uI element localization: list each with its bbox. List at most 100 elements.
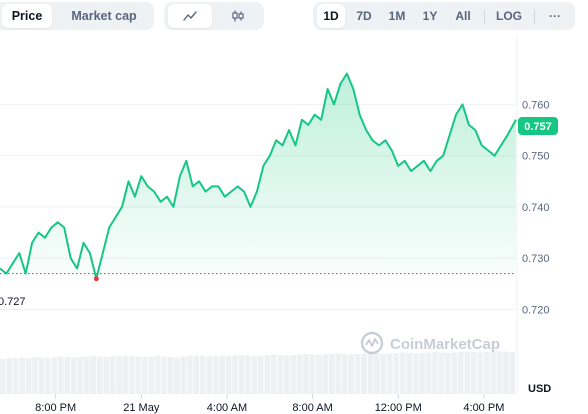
volume-bar xyxy=(457,352,464,394)
timeframe-1y[interactable]: 1Y xyxy=(422,9,438,23)
volume-bar xyxy=(77,357,84,394)
volume-bar xyxy=(399,352,406,394)
x-tick-label: 4:00 AM xyxy=(207,402,247,414)
volume-bar xyxy=(116,356,122,394)
y-axis: 0.720 0.730 0.740 0.750 0.760 xyxy=(522,99,550,316)
volume-bar xyxy=(180,356,187,394)
x-tick-label: 21 May xyxy=(123,402,160,414)
tab-market-cap[interactable]: Market cap xyxy=(71,9,137,23)
toolbar-divider xyxy=(484,10,485,24)
volume-bar xyxy=(406,353,412,394)
volume-bar xyxy=(251,356,258,394)
volume-bar xyxy=(393,353,400,394)
volume-bar xyxy=(264,355,271,394)
timeframe-1d[interactable]: 1D xyxy=(317,4,345,28)
volume-bar xyxy=(0,359,6,394)
volume-bar xyxy=(38,357,45,394)
volume-bar xyxy=(141,357,148,394)
volume-bar xyxy=(245,355,251,394)
volume-bar xyxy=(470,352,477,394)
volume-bar xyxy=(451,352,458,394)
chart-toolbar: Price Market cap 1D 7D 1M 1Y All LOG ··· xyxy=(0,0,588,36)
x-tick-label: 4:00 PM xyxy=(463,402,504,414)
timeframe-7d[interactable]: 7D xyxy=(356,9,372,23)
toolbar-divider xyxy=(534,10,535,24)
volume-bar xyxy=(503,351,509,394)
volume-bar xyxy=(496,351,503,394)
coinmarketcap-logo-icon xyxy=(360,331,384,355)
volume-bar xyxy=(70,357,77,394)
x-tick-label: 8:00 AM xyxy=(292,402,332,414)
timeframe-selector: 1D 7D 1M 1Y All LOG ··· xyxy=(313,2,575,30)
timeframe-all[interactable]: All xyxy=(455,9,471,23)
volume-bar xyxy=(341,354,348,394)
volume-bar xyxy=(483,352,490,394)
volume-bar xyxy=(154,356,161,394)
volume-bar xyxy=(277,355,283,394)
volume-bar xyxy=(206,356,213,394)
volume-bar xyxy=(193,355,200,394)
line-chart-button[interactable] xyxy=(168,4,212,28)
volume-bar xyxy=(25,358,32,394)
line-chart-icon xyxy=(183,11,197,21)
current-price-badge-bg xyxy=(518,117,558,135)
volume-bar xyxy=(490,351,496,394)
chart-type-toggle: Price Market cap xyxy=(0,2,154,30)
volume-bar xyxy=(335,353,342,394)
price-line-series xyxy=(0,72,517,280)
x-axis: 8:00 PM 21 May 4:00 AM 8:00 AM 12:00 PM 4:00 … xyxy=(35,394,504,414)
log-scale-button[interactable]: LOG xyxy=(496,9,522,23)
volume-bar xyxy=(283,355,290,394)
price-area-fill xyxy=(0,73,516,279)
volume-bar xyxy=(103,357,109,394)
volume-bar xyxy=(238,355,245,394)
current-price-badge: 0.757 xyxy=(518,117,558,135)
volume-bar xyxy=(109,356,116,394)
volume-bar xyxy=(122,355,129,394)
tab-price[interactable]: Price xyxy=(2,4,52,28)
volume-bar xyxy=(58,356,64,394)
volume-bar xyxy=(167,357,174,394)
y-tick-label: 0.720 xyxy=(522,304,550,316)
x-tick-label: 12:00 PM xyxy=(375,402,422,414)
volume-bar xyxy=(90,356,96,394)
volume-bar xyxy=(348,354,354,394)
candlestick-button[interactable] xyxy=(216,4,260,28)
volume-bar xyxy=(432,352,438,394)
current-price-text: 0.757 xyxy=(524,121,552,133)
chart-mode-toggle xyxy=(164,2,264,30)
volume-bar xyxy=(129,356,135,394)
volume-bar xyxy=(135,356,142,394)
volume-bar xyxy=(212,356,219,394)
volume-bar xyxy=(51,357,58,394)
more-options-button[interactable]: ··· xyxy=(549,9,561,23)
volume-bar xyxy=(354,354,361,394)
volume-bar xyxy=(361,353,367,394)
volume-bar xyxy=(303,354,309,394)
volume-bar xyxy=(438,352,445,394)
volume-bar xyxy=(199,356,206,394)
volume-bar xyxy=(367,353,374,394)
volume-bar xyxy=(96,356,103,394)
low-point-marker xyxy=(93,276,99,282)
volume-bar xyxy=(83,356,90,394)
volume-bar xyxy=(187,356,193,394)
currency-label: USD xyxy=(528,383,551,395)
volume-bar xyxy=(316,355,322,394)
watermark-text: CoinMarketCap xyxy=(390,336,500,353)
volume-bar xyxy=(270,354,277,394)
volume-bar xyxy=(19,357,25,394)
volume-bar xyxy=(225,356,232,394)
y-tick-label: 0.760 xyxy=(522,99,550,111)
volume-bar xyxy=(419,353,425,394)
y-tick-label: 0.740 xyxy=(522,202,550,214)
volume-bar xyxy=(374,353,380,394)
volume-bar xyxy=(174,357,180,394)
volume-bar xyxy=(509,352,516,394)
timeframe-1m[interactable]: 1M xyxy=(388,9,406,23)
x-tick-label: 8:00 PM xyxy=(35,402,76,414)
volume-bar xyxy=(309,354,316,394)
volume-bar xyxy=(12,358,19,394)
y-tick-label: 0.750 xyxy=(522,151,550,163)
